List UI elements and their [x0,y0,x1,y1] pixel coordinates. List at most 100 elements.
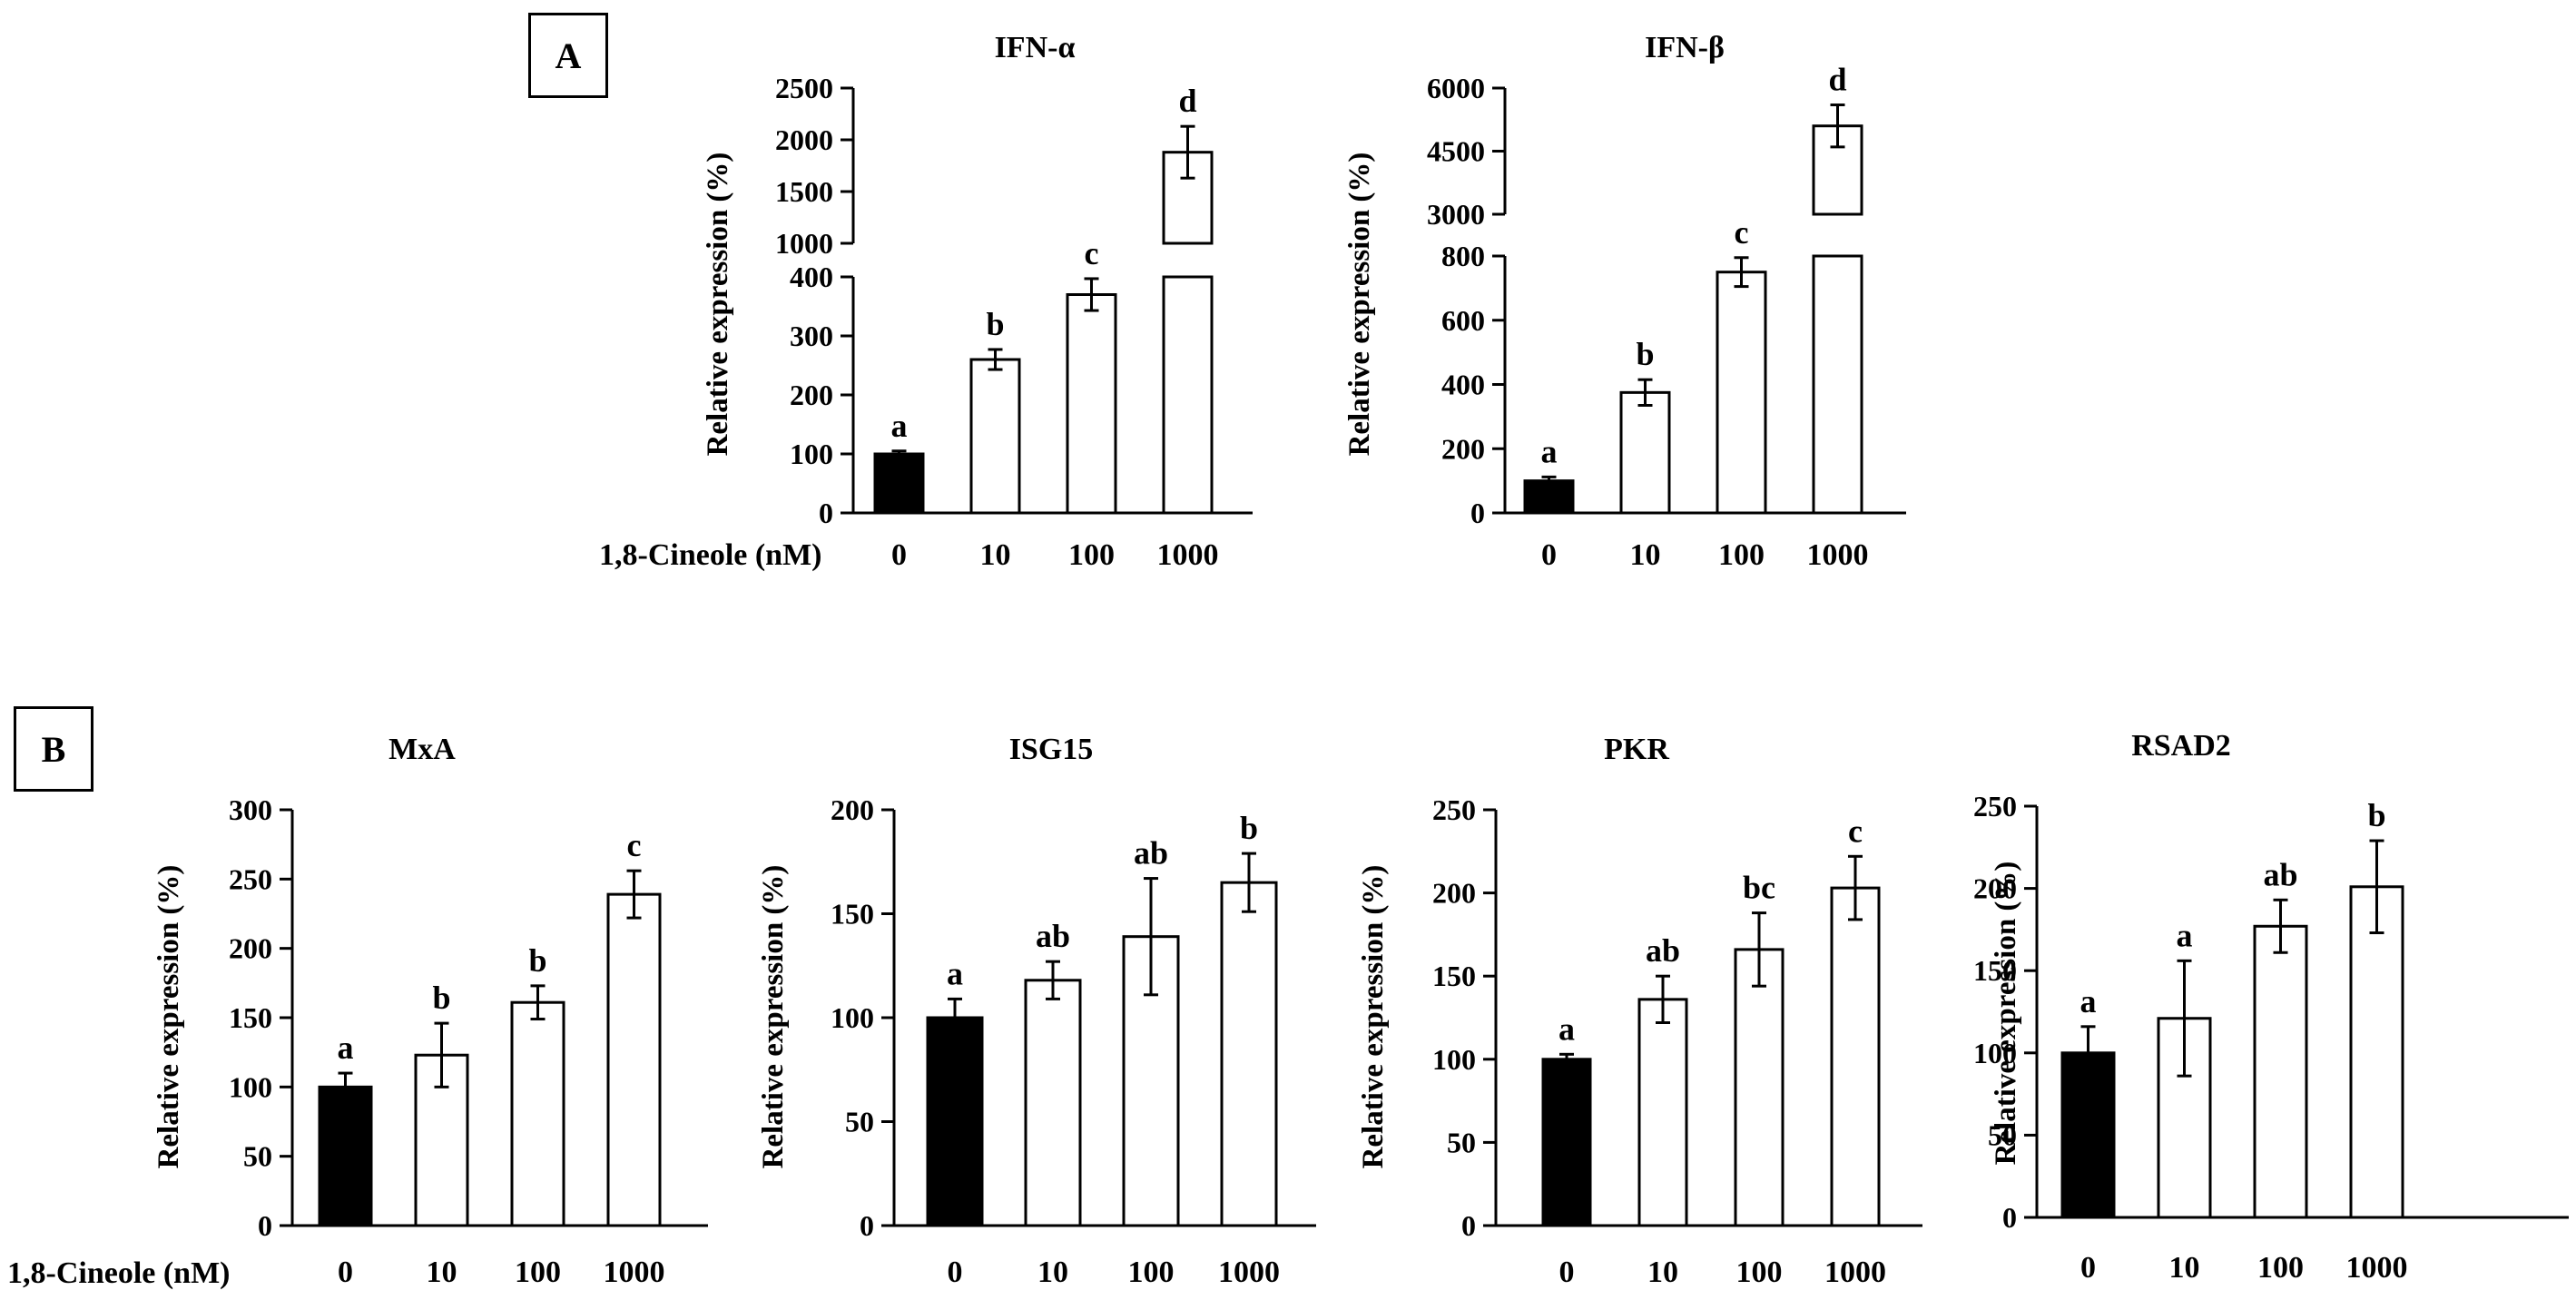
significance-label: c [1085,235,1099,271]
y-tick-label: 100 [229,1070,272,1103]
chart-rsad2: 0 50 100 150 200 250 a 0 a 10 ab 100 b 1000 RSAD2 Relat… [1973,729,2569,1285]
y-tick-label: 50 [1988,1118,2017,1151]
significance-label: ab [2263,856,2297,892]
significance-label: b [2367,797,2385,833]
x-tick-label: 0 [338,1256,353,1289]
bar [969,358,1021,515]
significance-label: a [1541,433,1558,469]
x-tick-label: 10 [1037,1256,1068,1289]
y-tick-label: 200 [790,379,833,411]
y-tick-label: 0 [258,1209,272,1242]
chart-ifn-: 0 200 400 600 800 3000 4500 6000 a 0 b 10 c 100 d 1000 I… [1343,31,1906,572]
y-tick-label: 50 [243,1140,272,1173]
bar [873,452,925,515]
significance-label: c [1848,813,1863,849]
bar-lower [1812,254,1863,515]
bar [1619,390,1671,515]
x-tick-label: 10 [427,1256,457,1289]
y-tick-label: 50 [845,1106,874,1138]
significance-label: ab [1646,932,1680,969]
significance-label: ab [1134,835,1168,872]
significance-label: a [1558,1010,1575,1047]
significance-label: b [432,980,450,1016]
y-tick-label: 100 [831,1001,874,1034]
y-tick-label: 100 [1432,1043,1476,1076]
bar [318,1085,373,1227]
panel-label-a: A [528,13,608,98]
y-tick-label: 250 [1432,793,1476,826]
y-tick-label: 200 [831,793,874,826]
y-tick-label: 150 [229,1001,272,1034]
significance-label: a [947,955,963,991]
x-tick-label: 1000 [1807,538,1869,572]
y-tick-label: 0 [1461,1209,1476,1242]
y-axis-label: Relative expression (%) [757,865,790,1169]
y-tick-label: 300 [790,320,833,352]
y-tick-label: 200 [1973,872,2017,905]
significance-label: b [1636,336,1654,372]
x-tick-label: 1000 [2346,1251,2408,1285]
panel-label-b: B [14,706,93,792]
chart-title: ISG15 [1009,733,1094,766]
x-axis-label-bottom: 1,8-Cineole (nM) [7,1256,231,1290]
significance-label: d [1178,83,1196,119]
x-tick-label: 10 [2169,1251,2200,1285]
y-tick-label: 200 [1432,877,1476,910]
chart-ifn-: 01002003004001000150020002500a0b10c100d1… [702,31,1253,572]
y-axis-label: Relative expression (%) [1990,862,2022,1166]
significance-label: a [891,408,908,444]
chart-mxa: 0 50 100 150 200 250 300 a 0 b 10 b 100 c 1000 MxA Relat… [152,733,708,1289]
x-tick-label: 1000 [1157,538,1219,572]
x-tick-label: 0 [2080,1251,2096,1285]
y-tick-label: 0 [1470,497,1485,529]
y-tick-label: 4500 [1427,135,1485,168]
bar [414,1053,469,1227]
significance-label: a [338,1029,354,1066]
significance-label: c [627,827,642,863]
panel-label-a-text: A [555,34,582,76]
y-tick-label: 400 [1441,369,1485,401]
y-tick-label: 150 [831,898,874,931]
significance-label: b [1240,810,1258,846]
bar [510,1000,565,1227]
y-tick-label: 600 [1441,304,1485,337]
y-tick-label: 50 [1447,1126,1476,1158]
significance-label: b [986,306,1004,342]
x-tick-label: 10 [980,538,1011,572]
y-tick-label: 250 [1973,790,2017,822]
x-tick-label: 10 [1630,538,1661,572]
bar [1066,293,1117,515]
y-tick-label: 0 [819,497,833,529]
significance-label: ab [1036,918,1070,954]
bar [2349,885,2404,1219]
y-axis-label: Relative expression (%) [1343,153,1376,457]
y-tick-label: 400 [790,261,833,293]
chart-isg15: 0 50 100 150 200 a 0 ab 10 ab 100 b 1000 ISG15 Relativ… [757,733,1316,1289]
x-tick-label: 100 [515,1256,561,1289]
y-tick-label: 1000 [775,227,833,260]
significance-label: a [2177,917,2193,953]
chart-title: MxA [388,733,456,766]
y-tick-label: 100 [1973,1037,2017,1069]
x-tick-label: 0 [891,538,907,572]
chart-title: IFN-β [1645,31,1725,64]
y-tick-label: 0 [2002,1201,2017,1234]
bar [1220,881,1278,1227]
chart-title: PKR [1604,733,1669,766]
significance-label: a [2080,983,2097,1019]
x-tick-label: 0 [1559,1256,1575,1289]
y-tick-label: 3000 [1427,198,1485,231]
bar [926,1016,984,1227]
y-tick-label: 6000 [1427,72,1485,104]
bar-lower [1162,275,1214,515]
chart-title: IFN-α [995,31,1076,64]
y-tick-label: 150 [1973,954,2017,987]
y-tick-label: 300 [229,793,272,826]
y-tick-label: 150 [1432,960,1476,992]
y-tick-label: 2000 [775,123,833,156]
significance-label: b [528,942,546,979]
bar [2253,924,2308,1219]
y-tick-label: 2500 [775,72,833,104]
significance-label: c [1735,214,1749,251]
